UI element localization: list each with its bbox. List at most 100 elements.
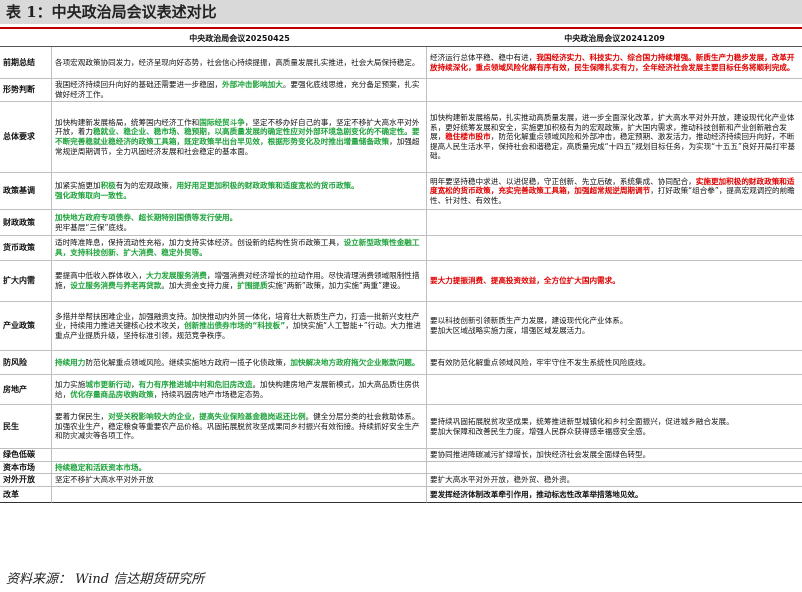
table-title: 表 1：中央政治局会议表述对比 — [0, 0, 802, 24]
right-meeting-cell: 要有效防范化解重点领域风险，牢牢守住不发生系统性风险底线。 — [427, 351, 802, 375]
text-segment: 加快构建新发展格局，统筹国内经济工作和 — [55, 117, 200, 127]
cell-text: 加快构建新发展格局，扎实推动高质量发展，进一步全面深化改革，扩大高水平对外开放，… — [430, 113, 799, 161]
cell-text: 加力实施城市更新行动，有力有序推进城中村和危旧房改造。加快构建房地产发展新模式，… — [55, 380, 423, 399]
row-label: 产业政策 — [0, 302, 52, 351]
text-segment: 要加大保障和改善民生力度，增强人民群众获得感幸福感安全感。 — [430, 426, 651, 436]
highlighted-text: 强化政策取向一致性。 — [55, 191, 131, 200]
highlighted-text: 要发挥经济体制改革牵引作用，推动标志性改革举措落地见效。 — [430, 489, 643, 499]
cell-text: 持续用力防范化解重点领域风险。继续实施地方政府一揽子化债政策，加快解决地方政府拖… — [55, 358, 423, 368]
highlighted-text: 持续稳定和活跃资本市场。 — [55, 462, 147, 472]
right-meeting-cell: 要发挥经济体制改革牵引作用，推动标志性改革举措落地见效。 — [427, 487, 802, 503]
right-meeting-cell — [427, 79, 802, 102]
cell-text: 要着力保民生，对受关税影响较大的企业，提高失业保险基金稳岗返还比例。健全分层分类… — [55, 412, 423, 441]
row-label: 资本市场 — [0, 462, 52, 474]
left-meeting-cell: 加快构建新发展格局，统筹国内经济工作和国际经贸斗争，坚定不移办好自己的事，坚定不… — [52, 102, 427, 173]
text-segment: 要扩大高水平对外开放，稳外贸、稳外资。 — [430, 475, 575, 485]
text-segment: 有为的宏观政策， — [115, 181, 177, 191]
highlighted-text: 对受关税影响较大的企业，提高失业保险基金稳岗返还比例 — [108, 412, 306, 422]
text-segment: ，坚定不移办好自己的事，坚定不移扩大高水平对外开放，着力 — [55, 117, 420, 137]
left-meeting-cell: 坚定不移扩大高水平对外开放 — [52, 474, 427, 487]
highlighted-text: 外部冲击影响加大 — [222, 80, 283, 90]
cell-text: 适时降准降息，保持流动性充裕，加力支持实体经济。创设新的结构性货币政策工具，设立… — [55, 238, 423, 257]
right-meeting-cell — [427, 375, 802, 405]
text-segment: ，打好政策“组合拳”，提高宏观调控的前瞻性、针对性、有效性。 — [430, 186, 795, 205]
right-meeting-cell: 经济运行总体平稳、稳中有进，我国经济实力、科技实力、综合国力持续增强。新质生产力… — [427, 47, 802, 79]
left-meeting-cell: 持续稳定和活跃资本市场。 — [52, 462, 427, 474]
text-segment: 兜牢基层“三保”底线。 — [55, 222, 132, 232]
text-segment: 要持续巩固拓展脱贫攻坚成果，统筹推进新型城镇化和乡村全面振兴，促进城乡融合发展。 — [430, 416, 734, 426]
highlighted-text: 要大力提振消费、提高投资效益，全方位扩大国内需求。 — [430, 276, 620, 286]
text-segment: 。要强化底线思维，充分备足预案，扎实做好经济工作。 — [55, 80, 420, 99]
highlighted-text: 稳住楼市股市 — [445, 132, 491, 142]
text-segment: 要着力保民生， — [55, 412, 109, 422]
text-segment: 要提高中低收入群体收入， — [55, 271, 147, 281]
row-label: 财政政策 — [0, 210, 52, 236]
highlighted-text: 扩围提质 — [237, 281, 268, 290]
cell-text: 加紧实施更加积极有为的宏观政策，用好用足更加积极的财政政策和适度宽松的货币政策。… — [55, 181, 423, 200]
cell-text: 多措并举帮扶困难企业，加强融资支持。加快推动内外贸一体化，培育壮大新质生产力，打… — [55, 312, 423, 341]
left-meeting-cell: 适时降准降息，保持流动性充裕，加力支持实体经济。创设新的结构性货币政策工具，设立… — [52, 236, 427, 261]
left-meeting-cell — [52, 487, 427, 503]
text-segment: 要有效防范化解重点领域风险，牢牢守住不发生系统性风险底线。 — [430, 357, 651, 367]
text-segment: 加力实施 — [55, 379, 86, 389]
highlighted-text: 设立新型政策性金融工具，支持科技创新、扩大消费、稳定外贸等。 — [55, 238, 420, 257]
cell-text: 要协同推进降碳减污扩绿增长，加快经济社会发展全面绿色转型。 — [430, 450, 799, 460]
left-meeting-cell: 我国经济持续回升向好的基础还需要进一步稳固，外部冲击影响加大。要强化底线思维，充… — [52, 79, 427, 102]
row-label: 形势判断 — [0, 79, 52, 102]
text-segment: 要以科技创新引领新质生产力发展，建设现代化产业体系。 — [430, 316, 628, 326]
highlighted-text: 用好用足更加积极的财政政策和适度宽松的货币政策。 — [176, 181, 359, 191]
right-meeting-cell: 加快构建新发展格局，扎实推动高质量发展，进一步全面深化改革，扩大高水平对外开放，… — [427, 102, 802, 173]
row-label: 绿色低碳 — [0, 449, 52, 462]
cell-text: 要扩大高水平对外开放，稳外贸、稳外资。 — [430, 475, 799, 485]
text-segment: 防范化解重点领域风险。继续实施地方政府一揽子化债政策， — [85, 357, 291, 367]
header-blank — [0, 30, 52, 47]
text-segment: 坚定不移扩大高水平对外开放 — [55, 475, 154, 485]
text-segment: ，加强超常规逆周期调节，全力巩固经济发展和社会稳定的基本面。 — [55, 137, 420, 156]
highlighted-text: 持续用力 — [55, 357, 86, 367]
left-meeting-cell: 多措并举帮扶困难企业，加强融资支持。加快推动内外贸一体化，培育壮大新质生产力，打… — [52, 302, 427, 351]
right-meeting-cell — [427, 462, 802, 474]
highlighted-text: 国际经贸斗争 — [199, 117, 245, 127]
row-label: 防风险 — [0, 351, 52, 375]
right-meeting-cell — [427, 210, 802, 236]
right-meeting-cell: 要大力提振消费、提高投资效益，全方位扩大国内需求。 — [427, 261, 802, 302]
cell-text: 要持续巩固拓展脱贫攻坚成果，统筹推进新型城镇化和乡村全面振兴，促进城乡融合发展。… — [430, 417, 799, 436]
text-segment: ，防范化解重点领域风险和外部冲击，稳定预期、激发活力，推动经济持续回升向好，不断… — [430, 132, 796, 161]
row-label: 总体要求 — [0, 102, 52, 173]
text-segment: 各项宏观政策协同发力，经济呈现向好态势，社会信心持续提振，高质量发展扎实推进，社… — [55, 57, 420, 67]
highlighted-text: 积极 — [100, 181, 116, 191]
text-segment: 要加大区域战略实施力度，增强区域发展活力。 — [430, 326, 590, 335]
text-segment: 。加快构建房地产发展新模式，加大高品质住房供给， — [55, 379, 420, 399]
left-meeting-cell: 加紧实施更加积极有为的宏观政策，用好用足更加积极的财政政策和适度宽松的货币政策。… — [52, 173, 427, 210]
right-meeting-cell: 要扩大高水平对外开放，稳外贸、稳外资。 — [427, 474, 802, 487]
text-segment: ， — [130, 379, 139, 389]
highlighted-text: 城市更新行动 — [85, 379, 131, 389]
right-meeting-cell: 要持续巩固拓展脱贫攻坚成果，统筹推进新型城镇化和乡村全面振兴，促进城乡融合发展。… — [427, 405, 802, 449]
source-note: 资料来源： Wind 信达期货研究所 — [6, 572, 205, 587]
cell-text: 我国经济持续回升向好的基础还需要进一步稳固，外部冲击影响加大。要强化底线思维，充… — [55, 80, 423, 99]
cell-text: 要以科技创新引领新质生产力发展，建设现代化产业体系。 要加大区域战略实施力度，增强… — [430, 316, 799, 335]
text-segment: 我国经济持续回升向好的基础还需要进一步稳固， — [55, 80, 223, 90]
highlighted-text: 设立服务消费与养老再贷款 — [70, 281, 162, 290]
right-meeting-cell — [427, 236, 802, 261]
text-segment: ，加快实施“人工智能+”行动。大力推进重点产业提质升级，坚持标准引领，规范竞争秩… — [55, 321, 421, 340]
highlighted-text: 我国经济实力、科技实力、综合国力持续增强。新质生产力稳步发展，改革开放持续深化，… — [430, 52, 795, 72]
left-meeting-cell: 要提高中低收入群体收入，大力发展服务消费，增强消费对经济增长的拉动作用。尽快清理… — [52, 261, 427, 302]
row-label: 政策基调 — [0, 173, 52, 210]
cell-text: 持续稳定和活跃资本市场。 — [55, 463, 423, 473]
cell-text: 要大力提振消费、提高投资效益，全方位扩大国内需求。 — [430, 276, 799, 286]
highlighted-text: 优化存量商品房收购政策 — [70, 389, 154, 399]
right-meeting-cell: 要协同推进降碳减污扩绿增长，加快经济社会发展全面绿色转型。 — [427, 449, 802, 462]
highlighted-text: 实施更加积极的财政政策和适度宽松的货币政策，充实完善政策工具箱，加强超常规逆周期… — [430, 176, 795, 196]
header-right-meeting: 中央政治局会议20241209 — [427, 30, 802, 47]
highlighted-text: 稳就业、稳企业、稳市场、稳预期，以高质量发展的确定性应对外部环境急剧变化的不确定… — [55, 127, 420, 146]
right-meeting-cell: 明年要坚持稳中求进、以进促稳，守正创新、先立后破，系统集成、协同配合，实施更加积… — [427, 173, 802, 210]
text-segment: 适时降准降息，保持流动性充裕，加力支持实体经济。创设新的结构性货币政策工具， — [55, 238, 344, 248]
highlighted-text: 创新推出债券市场的“科技板” — [184, 321, 286, 331]
text-segment: 加紧实施更加 — [55, 181, 101, 191]
text-segment: 经济运行总体平稳、稳中有进， — [430, 52, 537, 62]
text-segment: 明年要坚持稳中求进、以进促稳，守正创新、先立后破，系统集成、协同配合， — [430, 176, 696, 186]
cell-text: 经济运行总体平稳、稳中有进，我国经济实力、科技实力、综合国力持续增强。新质生产力… — [430, 53, 799, 72]
left-meeting-cell: 加力实施城市更新行动，有力有序推进城中村和危旧房改造。加快构建房地产发展新模式，… — [52, 375, 427, 405]
cell-text: 各项宏观政策协同发力，经济呈现向好态势，社会信心持续提振，高质量发展扎实推进，社… — [55, 58, 423, 68]
